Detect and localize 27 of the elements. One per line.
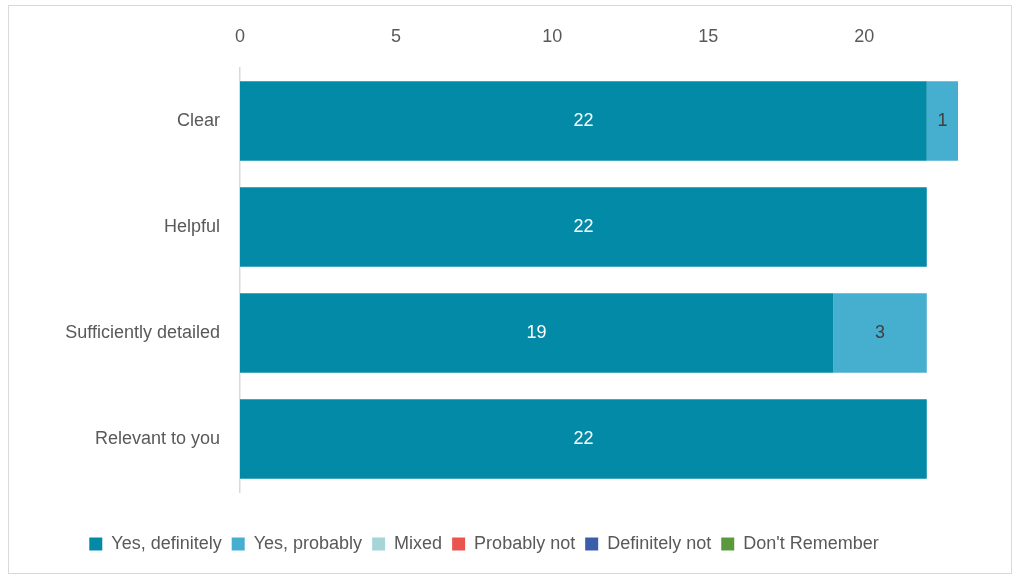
legend-label: Probably not [474,532,576,553]
x-tick-label: 10 [542,26,563,47]
data-label: 22 [573,427,594,448]
legend-label: Yes, probably [253,532,363,553]
y-tick-label: Helpful [163,215,220,236]
data-label: 22 [573,109,594,130]
y-tick-label: Relevant to you [94,427,220,448]
bar [240,399,927,479]
legend-label: Definitely not [607,532,712,553]
y-tick-label: Sufficiently detailed [65,321,220,342]
bar [240,187,927,267]
data-label: 22 [573,215,594,236]
data-label: 3 [874,321,885,342]
legend-label: Yes, definitely [111,532,222,553]
data-label: 19 [526,321,547,342]
x-tick-label: 20 [854,26,875,47]
x-tick-label: 0 [234,26,246,47]
y-tick-label: Clear [176,109,220,130]
bar [833,293,927,373]
bar [926,81,958,161]
x-tick-label: 15 [698,26,719,47]
bar [240,293,834,373]
bar [240,81,927,161]
data-label: 1 [937,109,948,130]
legend-label: Mixed [394,532,443,553]
legend-label: Don't Remember [743,532,879,553]
x-tick-label: 5 [391,26,402,47]
